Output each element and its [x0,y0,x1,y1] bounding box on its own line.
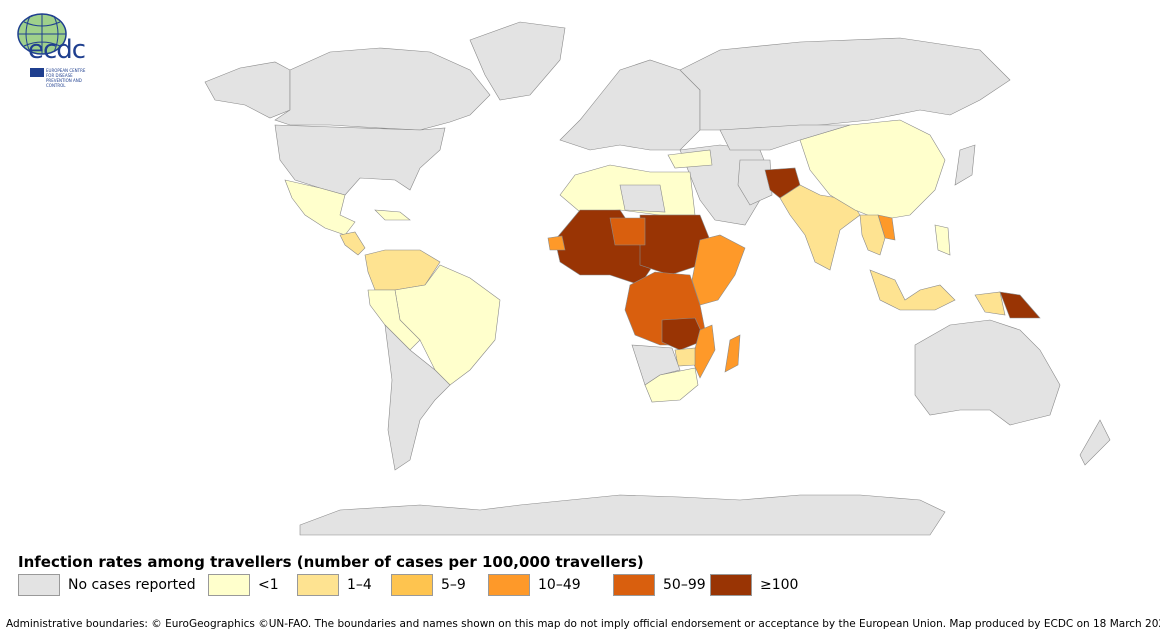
antarctica [299,494,946,536]
australia [914,319,1061,426]
pakistan-india [779,184,861,271]
logo-subtitle: EUROPEAN CENTRE FOR DISEASE PREVENTION A… [46,68,86,88]
logo-wordmark: ecdc [28,35,86,65]
namibia-botswana [631,344,681,386]
eu-flag-icon [30,68,44,77]
caribbean [374,209,411,221]
south-africa [644,367,699,403]
se-asia-mainland [859,214,886,256]
central-america [339,231,366,256]
legend-swatch [710,574,752,596]
world-map [204,21,1111,536]
legend-label: <1 [258,577,279,593]
legend-label: 1–4 [347,577,372,593]
west-africa-high [554,209,661,286]
legend: No cases reported <1 1–4 5–9 10–49 50–99… [18,574,798,596]
legend-swatch [18,574,60,596]
ecdc-logo [12,10,92,60]
legend-label: 5–9 [441,577,466,593]
europe [559,59,701,151]
legend-label: No cases reported [68,577,196,593]
legend-label: 50–99 [663,577,706,593]
russia [679,37,1011,131]
peru-bolivia [367,289,421,351]
legend-item-no-cases: No cases reported [18,574,208,596]
legend-swatch [297,574,339,596]
east-africa [691,234,746,306]
indonesia [869,269,956,311]
china [799,119,946,221]
sahara-gray [619,184,666,213]
japan [954,144,976,186]
papua-new-guinea [999,291,1041,319]
legend-label: ≥100 [760,577,799,593]
legend-swatch [391,574,433,596]
mexico [284,179,356,236]
legend-swatch [488,574,530,596]
alaska [204,61,291,119]
legend-item-1-4: 1–4 [297,574,391,596]
legend-swatch [613,574,655,596]
philippines [934,224,951,256]
legend-title: Infection rates among travellers (number… [18,553,644,571]
iran [737,159,773,206]
footer-disclaimer: Administrative boundaries: © EuroGeograp… [6,618,1160,630]
west-papua [974,291,1006,316]
legend-swatch [208,574,250,596]
globe-icon [17,13,67,55]
niger-mid [609,217,646,246]
senegal [547,235,566,251]
greenland [469,21,566,101]
usa [274,124,446,196]
legend-item-50-99: 50–99 [613,574,710,596]
new-zealand [1079,419,1111,466]
mongolia-kazakh [719,124,851,151]
canada [274,47,491,131]
legend-item-10-49: 10–49 [488,574,613,596]
legend-item-5-9: 5–9 [391,574,488,596]
southern-cone [384,324,451,471]
turkey [667,149,713,169]
madagascar [724,334,741,373]
legend-item-100plus: ≥100 [710,574,798,596]
zimbabwe [674,347,696,367]
legend-item-lt1: <1 [208,574,297,596]
zambia-malawi-high [661,317,706,351]
legend-label: 10–49 [538,577,581,593]
